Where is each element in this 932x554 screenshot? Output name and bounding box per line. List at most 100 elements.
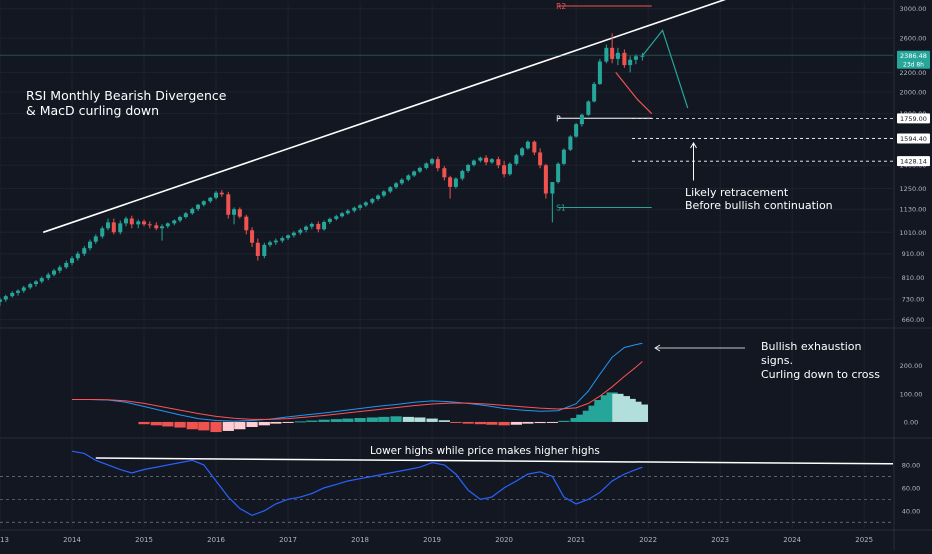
candle-body [514,155,519,164]
macd-histogram-bar [438,420,450,422]
candle-body [190,208,195,214]
candle-body [196,204,201,209]
macd-histogram-bar [306,420,318,422]
candle-body [532,141,537,153]
candle-body [556,163,561,183]
macd-histogram-bar [486,421,498,425]
candle-body [3,296,8,300]
candle-body [237,209,242,217]
time-axis-label: 2023 [711,536,729,544]
candle-body [88,241,93,249]
macd-tick-label: 200.00 [900,362,923,370]
candle-body [334,216,339,219]
candle-body [106,222,111,229]
candle-body [304,226,309,230]
macd-histogram-bar [294,421,306,423]
price-tick-label: 730.00 [902,295,925,303]
price-tick-label: 3000.00 [900,5,927,13]
candle-body [604,47,609,62]
price-tick-label: 2600.00 [900,35,927,43]
candle-body [381,191,386,196]
macd-histogram-bar [150,421,162,426]
macd-histogram-bar [318,419,330,422]
candle-body [232,209,237,215]
candle-body [208,197,213,202]
candle-body [255,242,260,256]
time-axis-label: 2016 [207,536,225,544]
macd-tick-label: 0.00 [904,418,918,426]
price-tick-label: 660.00 [902,316,925,324]
candle-body [622,52,627,66]
candle-body [543,165,548,194]
candle-body [219,192,224,195]
price-tick-label: 2000.00 [900,89,927,97]
macd-histogram-bar [606,392,618,422]
candle-body [435,159,440,169]
macd-annotation-line-1: Bullish exhaustion [761,340,862,353]
price-tick-label: 1130.00 [900,206,927,214]
macd-histogram-bar [258,421,270,426]
rsi-tick-label: 40.00 [902,507,921,515]
candle-body [586,101,591,115]
macd-histogram-bar [546,421,558,423]
candle-body [345,210,350,214]
price-label-text: 1428.14 [900,158,927,166]
candle-body [550,182,555,194]
candle-body [160,226,165,229]
candle-body [370,198,375,203]
candle-body [262,244,267,256]
candle-body [226,194,231,215]
candle-body [358,205,363,208]
candle-body [478,157,483,161]
time-axis-label: 2022 [639,536,657,544]
candle-body [628,59,633,66]
candle-body [172,220,177,224]
price-label-box [897,113,930,124]
pivot-label: S1 [556,203,566,212]
macd-histogram-bar [474,421,486,425]
candle-body [538,152,543,166]
candle-body [615,52,620,59]
candle-body [183,213,188,218]
candle-body [273,240,278,243]
candle-body [568,136,573,150]
macd-histogram-bar [630,401,642,422]
rsi-tick-label: 80.00 [902,461,921,469]
title-annotation-line-2: & MacD curling down [26,103,160,118]
time-axis-label: 2014 [63,536,81,544]
title-annotation: RSI Monthly Bearish Divergence & MacD cu… [26,88,226,118]
candle-body [33,281,39,285]
trendline [42,0,727,234]
macd-histogram-bar [198,421,210,431]
macd-histogram-bar [462,421,474,424]
rsi-annotation-text: Lower highs while price makes higher hig… [370,445,600,457]
time-axis-label: 2020 [495,536,513,544]
candle-body [424,163,429,168]
macd-histogram-bar [414,417,426,422]
macd-histogram-bar [450,421,462,423]
candle-body [561,149,566,164]
candle-body [69,258,75,263]
candle-body [471,160,476,165]
rsi-tick-label: 60.00 [902,484,921,492]
candle-body [309,223,314,227]
macd-histogram-bar [600,395,612,422]
macd-histogram-bar [576,414,588,422]
candle-body [124,218,129,224]
price-tick-label: 810.00 [902,274,925,282]
candle-body [592,83,597,102]
time-axis-label: 2017 [279,536,297,544]
price-label-text: 1594.40 [900,135,927,143]
macd-histogram-bar [234,421,246,430]
macd-histogram-bar [378,416,390,422]
macd-annotation-line-3: Curling down to cross [761,368,880,381]
price-tick-label: 1250.00 [900,185,927,193]
rsi-annotation: Lower highs while price makes higher hig… [370,445,600,458]
candle-body [201,201,206,205]
macd-histogram-bar [618,396,631,422]
candle-body [597,61,602,84]
candle-body [322,221,327,230]
candle-body [21,287,26,291]
macd-annotation-line-2: signs. [761,354,793,367]
